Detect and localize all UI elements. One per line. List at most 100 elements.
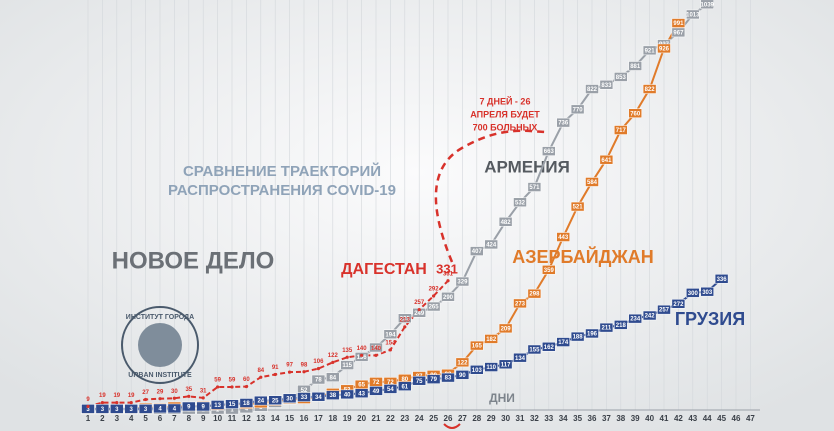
logo: URBAN INSTITUTE — [128, 372, 192, 379]
point-box — [398, 313, 412, 323]
value-label: 273 — [515, 301, 526, 307]
value-label: 482 — [501, 220, 512, 226]
x-tick-label: 28 — [472, 414, 481, 423]
point-box — [599, 154, 614, 165]
x-tick-label: 4 — [129, 414, 134, 423]
point-box — [268, 395, 282, 405]
point-box — [527, 182, 542, 192]
value-label: 97 — [286, 363, 293, 369]
value-label: 833 — [601, 83, 612, 89]
x-tick-label: 25 — [429, 414, 438, 423]
x-tick-label: 7 — [172, 414, 177, 423]
value-label: 257 — [659, 308, 670, 314]
point — [316, 367, 320, 371]
x-tick-label: 31 — [516, 414, 525, 423]
value-label: 9 — [202, 405, 206, 411]
point — [86, 404, 90, 409]
point-box — [484, 334, 498, 344]
value-label: 61 — [401, 384, 408, 390]
point-box — [426, 301, 441, 312]
highlight-arc — [443, 423, 461, 429]
value-label: 59 — [214, 378, 221, 384]
point-box — [628, 313, 642, 324]
value-label: 265 — [429, 305, 440, 311]
point — [230, 385, 234, 389]
x-tick-label: 36 — [588, 414, 597, 423]
point — [302, 370, 306, 374]
point-box — [210, 400, 225, 410]
value-label: 257 — [414, 300, 425, 306]
x-tick-label: 11 — [228, 414, 237, 423]
point-box — [657, 43, 671, 54]
value-label: 290 — [443, 295, 454, 301]
point-box — [498, 323, 513, 334]
x-tick-label: 35 — [573, 414, 582, 423]
x-tick-label: 46 — [732, 414, 741, 423]
value-label: 65 — [358, 383, 365, 389]
value-label: 1 — [230, 408, 234, 414]
value-label: 25 — [272, 398, 279, 404]
point-box — [239, 398, 254, 408]
point-box — [110, 404, 124, 414]
point-box — [513, 352, 527, 363]
value-label: 1039 — [701, 2, 715, 8]
value-label: 218 — [616, 323, 627, 329]
annotation: 7 ДНЕЙ - 26 — [480, 95, 531, 106]
value-label: 1 — [216, 408, 220, 414]
logo-emblem — [121, 306, 199, 384]
x-tick-label: 32 — [530, 414, 539, 423]
value-label: 571 — [529, 185, 540, 191]
x-tick-label: 44 — [703, 414, 712, 423]
x-tick-label: 43 — [688, 414, 697, 423]
value-label: 34 — [315, 395, 322, 401]
series-label: ГРУЗИЯ — [675, 309, 745, 329]
value-label: 3 — [144, 407, 148, 413]
x-tick-label: 15 — [285, 414, 294, 423]
value-label: 9 — [187, 405, 191, 411]
x-tick-label: 33 — [544, 414, 553, 423]
value-label: 43 — [358, 391, 365, 397]
chart-title: РАСПРОСТРАНЕНИЯ COVID-19 — [168, 182, 396, 199]
value-label: 13 — [214, 403, 221, 409]
value-label: 110 — [486, 365, 496, 371]
value-label: 38 — [329, 393, 336, 399]
point-box — [585, 328, 599, 339]
point-box — [455, 357, 470, 368]
value-label: 736 — [558, 121, 569, 127]
value-label: 3 — [86, 407, 90, 413]
x-tick-label: 45 — [717, 414, 726, 423]
x-tick-label: 39 — [631, 414, 640, 423]
value-label: 235 — [400, 316, 411, 322]
point-box — [614, 72, 628, 82]
value-label: 4 — [245, 407, 249, 413]
x-tick-label: 23 — [400, 414, 409, 423]
x-tick-label: 2 — [100, 414, 105, 423]
x-tick-label: 22 — [386, 414, 395, 423]
x-axis-label: ДНИ — [489, 391, 515, 405]
value-label: 83 — [445, 376, 452, 382]
x-tick-label: 29 — [487, 414, 496, 423]
annotation: АПРЕЛЯ БУДЕТ — [470, 109, 540, 119]
logo-emblem — [138, 323, 182, 367]
point-box — [340, 360, 354, 370]
value-label: 30 — [286, 396, 293, 402]
value-label: 336 — [717, 277, 728, 283]
value-label: 134 — [515, 356, 526, 362]
point-box — [527, 288, 542, 299]
value-label: 3 — [130, 407, 134, 413]
value-label: 770 — [573, 107, 584, 113]
x-tick-label: 47 — [746, 414, 755, 423]
value-label: 272 — [673, 302, 684, 308]
point-box — [441, 292, 455, 302]
value-label: 717 — [616, 128, 627, 134]
value-label: 27 — [142, 390, 149, 396]
point-box — [441, 372, 455, 383]
x-tick-label: 38 — [616, 414, 625, 423]
value-label: 359 — [544, 268, 555, 274]
point — [446, 279, 450, 283]
value-label: 211 — [602, 326, 612, 332]
point-box — [282, 393, 297, 404]
value-label: 59 — [229, 378, 236, 384]
point-box — [498, 359, 513, 370]
